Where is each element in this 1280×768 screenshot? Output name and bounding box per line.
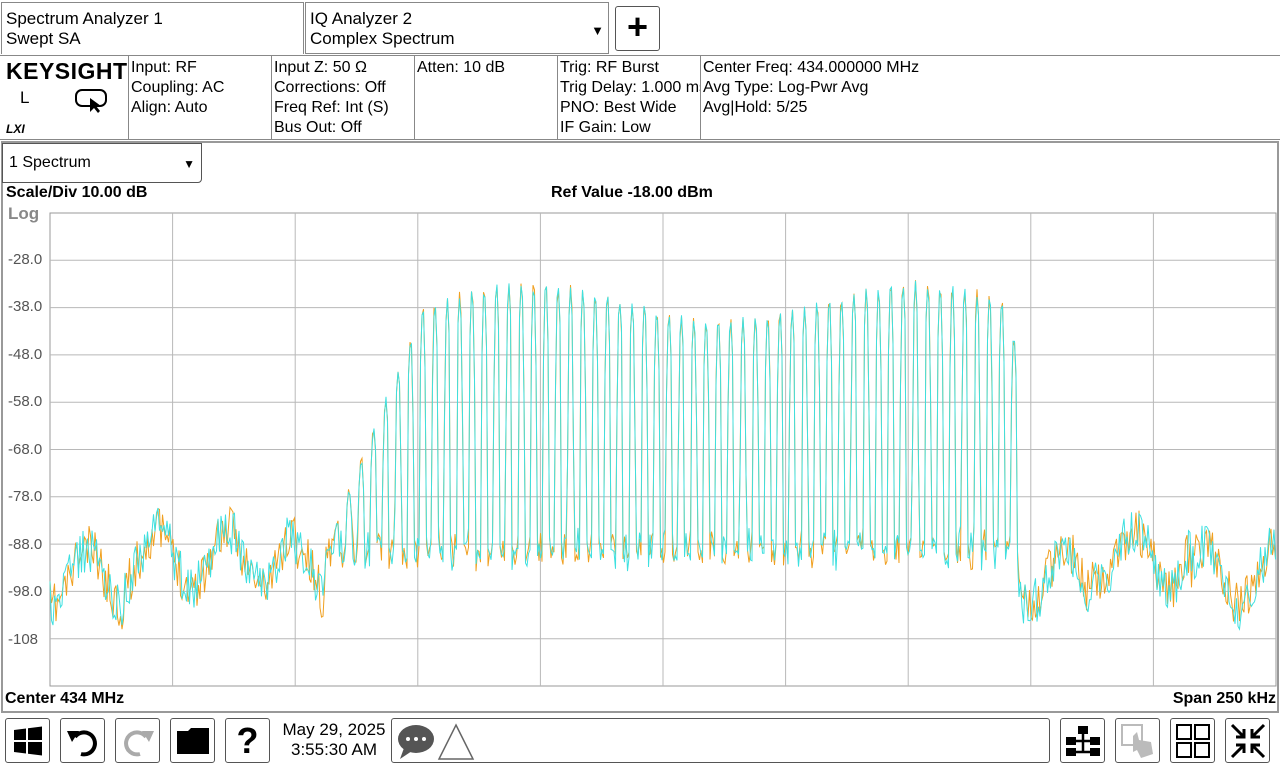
layout-icon — [1065, 725, 1100, 756]
warning-icon — [437, 723, 475, 760]
undo-icon — [66, 729, 97, 756]
layout-button[interactable] — [1060, 718, 1105, 763]
time-value: 3:55:30 AM — [290, 740, 377, 759]
align-value: Align: Auto — [131, 99, 208, 116]
y-tick-label: -38.0 — [8, 298, 43, 315]
atten-settings[interactable]: Atten: 10 dB — [414, 56, 557, 140]
center-freq-value: Center Freq: 434.000000 MHz — [703, 59, 920, 76]
undo-button[interactable] — [60, 718, 105, 763]
freq-ref-value: Freq Ref: Int (S) — [274, 99, 389, 116]
y-tick-label: -58.0 — [8, 393, 43, 410]
scale-div-label: Scale/Div 10.00 dB — [6, 184, 148, 201]
remote-icon — [74, 88, 110, 119]
tab-iq-analyzer-2[interactable]: IQ Analyzer 2 Complex Spectrum ▼ — [305, 2, 609, 54]
y-tick-label: -48.0 — [8, 346, 43, 363]
help-icon: ? — [236, 719, 259, 761]
settings-panel: KEYSIGHT L LXI Input: RF Coupling: AC Al… — [0, 55, 1280, 140]
instrument-logo: KEYSIGHT L LXI — [0, 56, 128, 140]
y-tick-label: -28.0 — [8, 251, 43, 268]
tab-subtitle: Complex Spectrum — [310, 29, 455, 48]
touch-icon — [1120, 723, 1153, 758]
corrections-value: Corrections: Off — [274, 79, 386, 96]
tab-title: IQ Analyzer 2 — [310, 9, 413, 28]
brand-logo: KEYSIGHT — [6, 58, 128, 84]
trigger-settings[interactable]: Trig: RF Burst Trig Delay: 1.000 ms PNO:… — [557, 56, 700, 140]
help-button[interactable]: ? — [225, 718, 270, 763]
redo-icon — [123, 729, 154, 756]
trig-value: Trig: RF Burst — [560, 59, 659, 76]
y-tick-label: -78.0 — [8, 488, 43, 505]
message-icon — [398, 725, 434, 759]
input-settings[interactable]: Input: RF Coupling: AC Align: Auto — [128, 56, 271, 140]
pno-value: PNO: Best Wide — [560, 99, 677, 116]
message-bar[interactable] — [391, 718, 1050, 763]
plot-traces — [49, 280, 1276, 631]
input-z-value: Input Z: 50 Ω — [274, 59, 367, 76]
trace-2 — [49, 280, 1276, 631]
tab-spectrum-analyzer-1[interactable]: Spectrum Analyzer 1 Swept SA — [1, 2, 304, 54]
span-label: Span 250 kHz — [1172, 690, 1276, 707]
tab-title: Spectrum Analyzer 1 — [6, 9, 163, 28]
window-selector[interactable]: 1 Spectrum ▼ — [2, 143, 202, 183]
add-tab-button[interactable]: + — [615, 6, 660, 51]
window-grid-button[interactable] — [1170, 718, 1215, 763]
input-z-settings[interactable]: Input Z: 50 Ω Corrections: Off Freq Ref:… — [271, 56, 414, 140]
measurement-window — [1, 141, 1279, 713]
y-tick-label: -108 — [8, 631, 39, 648]
zoom-button[interactable] — [1225, 718, 1270, 763]
folder-icon — [176, 727, 209, 754]
frequency-settings[interactable]: Center Freq: 434.000000 MHz Avg Type: Lo… — [700, 56, 1280, 140]
coupling-value: Coupling: AC — [131, 79, 225, 96]
zoom-icon — [1230, 723, 1265, 758]
tab-subtitle: Swept SA — [6, 29, 81, 48]
system-clock: May 29, 2025 3:55:30 AM — [280, 720, 388, 760]
center-freq-label: Center 434 MHz — [5, 690, 125, 707]
bus-out-value: Bus Out: Off — [274, 119, 362, 136]
avg-type-value: Avg Type: Log-Pwr Avg — [703, 79, 869, 96]
windows-icon — [13, 726, 42, 755]
local-mode-indicator: L — [20, 88, 30, 107]
windows-button[interactable] — [5, 718, 50, 763]
y-tick-label: -98.0 — [8, 583, 43, 600]
chevron-down-icon: ▼ — [591, 23, 604, 38]
touch-button[interactable] — [1115, 718, 1160, 763]
plot-grid — [49, 212, 1277, 687]
if-gain-value: IF Gain: Low — [560, 119, 651, 136]
ref-value-label: Ref Value -18.00 dBm — [551, 184, 713, 201]
lxi-logo: LXI — [6, 122, 25, 136]
window-grid-icon — [1175, 723, 1210, 758]
chevron-down-icon: ▼ — [183, 157, 195, 171]
y-tick-label: -88.0 — [8, 536, 43, 553]
y-tick-label: -68.0 — [8, 441, 43, 458]
window-selector-label: 1 Spectrum — [9, 154, 91, 171]
file-button[interactable] — [170, 718, 215, 763]
scale-type-label: Log — [8, 204, 40, 223]
input-value: Input: RF — [131, 59, 197, 76]
redo-button[interactable] — [115, 718, 160, 763]
avg-hold-value: Avg|Hold: 5/25 — [703, 99, 808, 116]
trig-delay-value: Trig Delay: 1.000 ms — [560, 79, 700, 96]
atten-value: Atten: 10 dB — [417, 59, 506, 76]
date-value: May 29, 2025 — [282, 720, 386, 739]
